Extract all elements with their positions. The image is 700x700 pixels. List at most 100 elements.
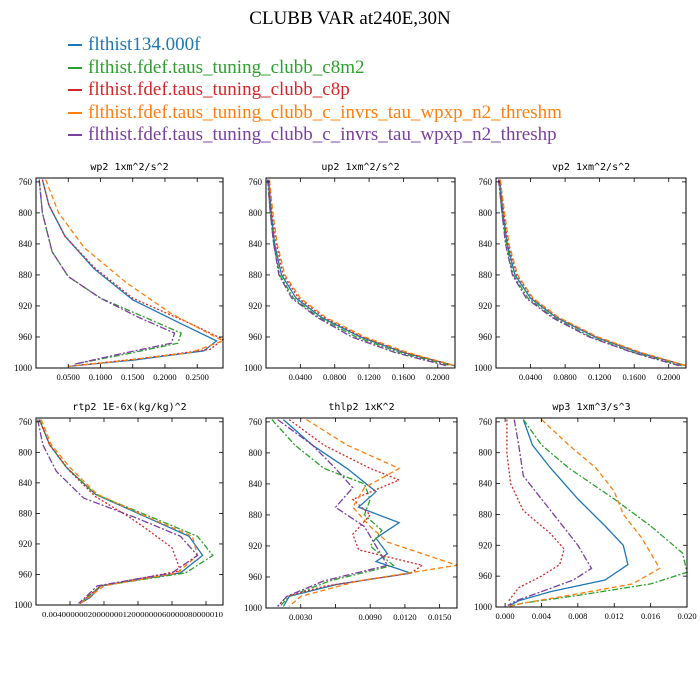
y-tick-label: 800 <box>479 448 493 458</box>
y-tick-label: 920 <box>19 539 33 549</box>
legend-swatch <box>68 111 82 114</box>
series-line <box>38 419 182 604</box>
y-tick-label: 840 <box>249 239 263 249</box>
y-tick-label: 800 <box>479 208 493 218</box>
series-line <box>499 179 687 367</box>
x-tick-label: 0.00400000020000000120000000600000800000… <box>42 610 223 619</box>
y-tick-label: 960 <box>19 569 33 579</box>
y-tick-label: 840 <box>479 239 493 249</box>
series-line <box>268 179 456 367</box>
x-tick-label: 0.0800 <box>553 372 576 382</box>
series-line <box>268 179 456 367</box>
y-tick-label: 760 <box>249 417 263 427</box>
series-line <box>277 419 424 607</box>
y-tick-label: 960 <box>479 571 493 581</box>
series-line <box>267 179 456 367</box>
y-tick-label: 840 <box>19 478 33 488</box>
series-line <box>267 179 451 367</box>
panel-title: wp3 1xm^3/s^3 <box>552 402 630 413</box>
x-tick-label: 0.016 <box>641 611 660 621</box>
x-tick-label: 0.0800 <box>323 372 346 382</box>
legend-label: flthist.fdef.taus_tuning_clubb_c8m2 <box>88 56 365 78</box>
series-line <box>506 419 565 602</box>
y-tick-label: 800 <box>249 448 263 458</box>
series-line <box>37 419 199 604</box>
x-tick-label: 0.008 <box>568 611 587 621</box>
y-tick-label: 920 <box>19 301 33 311</box>
legend-label: flthist.fdef.taus_tuning_clubb_c8p <box>88 79 350 100</box>
x-tick-label: 0.1600 <box>622 372 645 382</box>
series-line <box>41 179 218 368</box>
y-tick-label: 920 <box>479 540 493 550</box>
series-line <box>507 419 593 607</box>
x-tick-label: 0.1200 <box>588 372 611 382</box>
series-line <box>509 419 688 607</box>
y-tick-label: 760 <box>479 417 493 427</box>
y-tick-label: 840 <box>249 479 263 489</box>
y-tick-label: 920 <box>249 301 263 311</box>
panel-title: thlp2 1xK^2 <box>328 402 394 413</box>
legend-label: flthist.fdef.taus_tuning_clubb_c_invrs_t… <box>88 124 557 145</box>
y-tick-label: 920 <box>249 541 263 551</box>
series-line <box>509 419 661 607</box>
x-tick-label: 0.1000 <box>89 372 112 382</box>
y-tick-label: 800 <box>19 208 33 218</box>
x-tick-label: 0.004 <box>532 611 552 621</box>
y-tick-label: 800 <box>19 447 33 457</box>
y-tick-label: 880 <box>249 270 263 280</box>
x-tick-label: 0.000 <box>496 611 515 621</box>
series-line <box>271 419 395 607</box>
y-tick-label: 920 <box>479 301 493 311</box>
legend-swatch <box>68 44 82 46</box>
y-tick-label: 760 <box>19 417 33 427</box>
plot-frame <box>495 177 687 369</box>
x-tick-label: 0.1600 <box>392 372 415 382</box>
legend-label: flthist.fdef.taus_tuning_clubb_c_invrs_t… <box>88 101 562 123</box>
y-tick-label: 880 <box>479 509 493 519</box>
series-line <box>509 419 629 607</box>
y-tick-label: 1000 <box>474 363 493 373</box>
y-tick-label: 840 <box>19 239 33 249</box>
legend-swatch <box>68 89 82 91</box>
series-line <box>38 179 182 365</box>
y-tick-label: 880 <box>19 270 33 280</box>
panel-title: rtp2 1E-6x(kg/kg)^2 <box>72 402 186 413</box>
y-tick-label: 1000 <box>244 603 263 613</box>
y-tick-label: 760 <box>19 177 33 187</box>
panel-title: vp2 1xm^2/s^2 <box>552 162 630 173</box>
x-tick-label: 0.0500 <box>57 372 80 382</box>
series-line <box>288 419 458 607</box>
series-line <box>41 179 225 367</box>
x-tick-label: 0.0090 <box>358 612 381 622</box>
x-tick-label: 0.2000 <box>657 372 680 382</box>
series-line <box>497 179 680 367</box>
figure-title: CLUBB VAR at240E,30N <box>249 8 451 29</box>
legend-swatch <box>68 134 82 136</box>
y-tick-label: 960 <box>479 332 493 342</box>
series-line <box>38 419 214 604</box>
series-line <box>282 419 411 607</box>
plot-frame <box>265 177 456 369</box>
x-tick-label: 0.020 <box>677 611 696 621</box>
legend-swatch <box>68 66 82 69</box>
y-tick-label: 800 <box>249 208 263 218</box>
series-line <box>38 179 176 365</box>
x-tick-label: 0.0400 <box>519 372 542 382</box>
plot-frame <box>495 417 688 608</box>
x-tick-label: 0.0030 <box>289 612 312 622</box>
y-tick-label: 880 <box>479 270 493 280</box>
series-line <box>499 179 687 367</box>
panel-title: wp2 1xm^2/s^2 <box>90 162 168 173</box>
x-tick-label: 0.2000 <box>426 372 449 382</box>
x-tick-label: 0.2000 <box>153 372 176 382</box>
plot-frame <box>35 417 224 606</box>
y-tick-label: 960 <box>249 332 263 342</box>
panel-title: up2 1xm^2/s^2 <box>321 162 399 173</box>
x-tick-label: 0.1200 <box>357 372 380 382</box>
y-tick-label: 760 <box>249 177 263 187</box>
y-tick-label: 960 <box>19 332 33 342</box>
y-tick-label: 1000 <box>244 363 263 373</box>
y-tick-label: 1000 <box>14 363 33 373</box>
y-tick-label: 880 <box>19 508 33 518</box>
